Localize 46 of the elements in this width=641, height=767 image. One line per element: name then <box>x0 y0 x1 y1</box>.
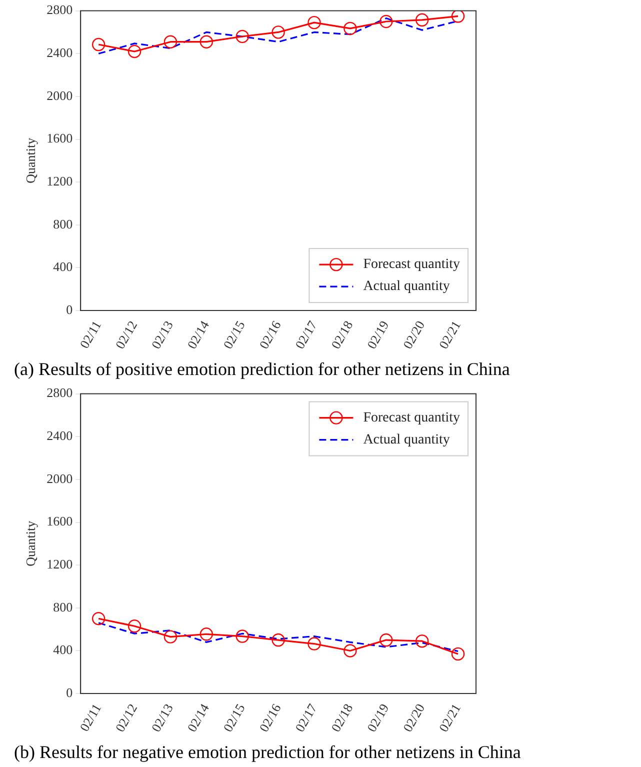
text: (b) Results for negative emotion prediction for other netizens in China <box>13 741 522 764</box>
point <box>272 26 285 39</box>
legend-label: Forecast quantity <box>363 257 460 272</box>
legend-label: Forecast quantity <box>363 410 460 426</box>
point <box>128 620 142 633</box>
point <box>308 16 321 30</box>
y-tick-label: 2000 <box>46 88 73 103</box>
point <box>200 628 214 641</box>
y-tick-label: 2400 <box>46 45 73 60</box>
y-tick-label: 2800 <box>46 2 73 18</box>
point <box>344 22 357 36</box>
point <box>236 630 249 643</box>
y-tick-label: 800 <box>53 599 73 614</box>
point <box>308 637 321 650</box>
text: (a) Results of positive emotion prediction for other netizens in China <box>13 358 511 381</box>
point <box>272 633 285 647</box>
y-tick-label: 1600 <box>46 130 73 146</box>
y-axis-title: Quantity <box>23 520 38 566</box>
y-tick-label: 1200 <box>46 174 73 189</box>
point <box>92 612 106 626</box>
point <box>451 10 465 23</box>
point <box>415 634 429 648</box>
y-tick-label: 400 <box>53 259 73 274</box>
y-tick-label: 800 <box>53 216 73 232</box>
y-tick-label: 0 <box>66 302 73 317</box>
y-tick-label: 1200 <box>46 556 73 572</box>
y-tick-label: 2800 <box>46 385 73 400</box>
y-tick-label: 2000 <box>46 470 73 486</box>
point <box>451 647 465 661</box>
y-tick-label: 0 <box>66 684 73 700</box>
point <box>344 644 357 658</box>
legend-label: Actual quantity <box>363 279 450 294</box>
point <box>380 14 393 28</box>
point <box>236 30 249 44</box>
y-tick-label: 1600 <box>46 514 73 529</box>
y-axis-title: Quantity <box>23 137 38 184</box>
point <box>164 35 178 48</box>
point <box>164 630 178 644</box>
y-tick-label: 2400 <box>46 428 73 444</box>
point <box>200 35 214 48</box>
point <box>92 38 106 52</box>
point <box>128 44 142 58</box>
point <box>415 13 429 26</box>
point <box>380 633 393 647</box>
legend-label: Actual quantity <box>363 432 450 448</box>
y-tick-label: 400 <box>53 642 73 658</box>
